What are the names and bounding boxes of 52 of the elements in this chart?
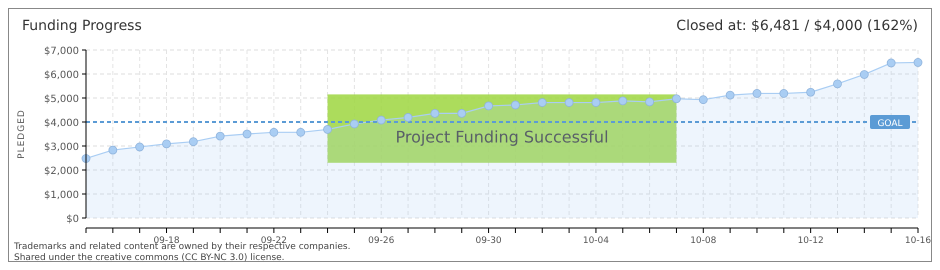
point	[457, 108, 466, 118]
point	[698, 95, 708, 104]
x-tick-label: 09-30	[476, 236, 502, 246]
y-tick-label: $0	[66, 214, 79, 225]
point	[726, 90, 735, 100]
x-tick-label: 10-16	[904, 236, 932, 246]
point	[592, 98, 600, 107]
point	[484, 102, 493, 110]
point	[296, 128, 306, 137]
point	[269, 128, 278, 137]
point	[752, 89, 762, 98]
point	[618, 96, 628, 106]
ref-line-label: GOAL	[877, 119, 903, 129]
text: Trademarks and related content are owned by their respective companies.	[13, 242, 350, 252]
point	[806, 88, 816, 97]
annotation: Project Funding Successful	[395, 128, 609, 147]
y-axis-title: PLEDGED	[17, 109, 27, 159]
x-tick-label: 10-08	[690, 236, 717, 246]
point	[672, 94, 681, 104]
chart-subtitle: Closed at: $6,481 / $4,000 (162%)	[676, 18, 918, 34]
point	[404, 113, 412, 122]
y-tick-label: $5,000	[44, 94, 79, 105]
point	[645, 97, 654, 106]
y-tick-label: $3,000	[44, 142, 79, 153]
point	[162, 139, 171, 148]
x-tick-label: 09-26	[368, 236, 395, 246]
point	[108, 146, 118, 154]
point	[135, 142, 144, 152]
point	[860, 70, 869, 79]
point	[350, 120, 359, 128]
x-tick-label: 10-04	[582, 236, 610, 246]
point	[833, 79, 842, 88]
point	[779, 89, 788, 98]
y-tick-label: $7,000	[44, 46, 79, 57]
point	[242, 130, 252, 138]
y-tick-label: $4,000	[44, 118, 79, 129]
point	[914, 58, 922, 67]
point	[886, 58, 896, 68]
y-tick-label: $6,000	[44, 70, 79, 81]
point	[323, 125, 332, 134]
point	[538, 98, 547, 107]
point	[430, 108, 440, 118]
y-tick-label: $1,000	[44, 190, 79, 201]
chart-title: Funding Progress	[22, 18, 142, 34]
point	[564, 98, 574, 107]
point	[216, 132, 225, 141]
point	[376, 116, 386, 124]
point	[188, 137, 198, 146]
point	[511, 100, 520, 110]
text: Shared under the creative commons (CC BY-NC 3.0) license.	[14, 253, 285, 263]
x-tick-label: 10-12	[798, 236, 824, 246]
y-tick-label: $2,000	[44, 166, 79, 177]
